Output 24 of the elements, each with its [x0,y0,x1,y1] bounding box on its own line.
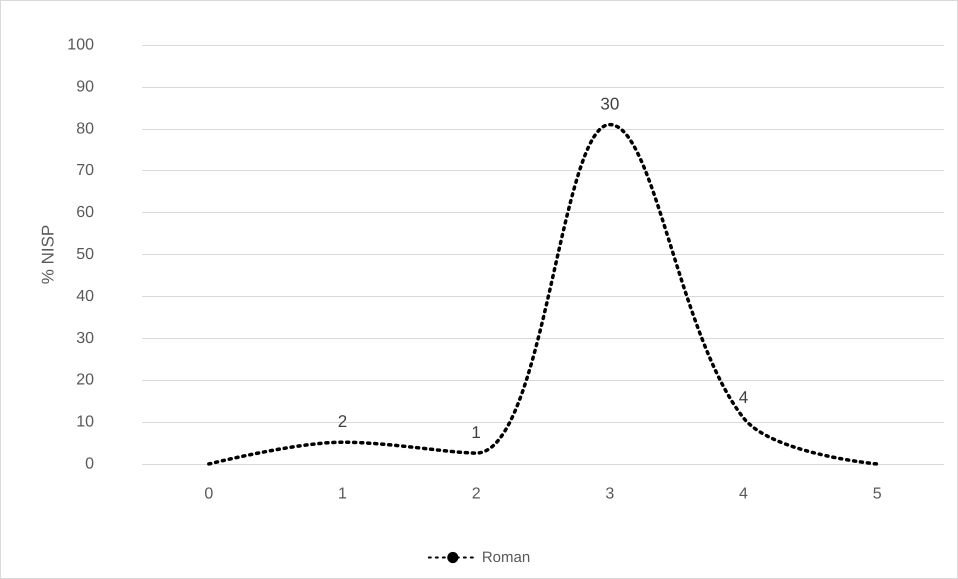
y-axis-title: % NISP [38,224,58,284]
line-series [207,122,879,466]
annotation: 4 [738,388,748,407]
annotation: 1 [471,423,481,442]
y-tick-label: 90 [76,78,94,96]
y-tick-label: 40 [76,288,94,305]
x-tick-label: 3 [605,486,614,502]
annotation: 2 [338,412,348,432]
annotation: 30 [600,94,620,114]
y-tick-label: 0 [85,456,94,472]
y-tick-label: 100 [67,36,94,54]
y-tick-label: 60 [76,204,94,222]
x-tick-label: 5 [872,486,882,502]
x-tick-label: 2 [472,486,481,502]
y-tick-label: 70 [76,162,94,180]
y-tick-label: 30 [76,330,94,347]
x-tick-label: 4 [739,486,748,502]
y-tick-label: 50 [76,246,94,263]
y-tick-label: 80 [76,120,94,138]
x-tick-label: 0 [204,486,214,502]
legend-label: Roman [482,549,530,566]
y-tick-label: 10 [76,414,94,431]
y-tick-label: 20 [76,372,94,389]
x-tick-label: 1 [338,486,348,502]
